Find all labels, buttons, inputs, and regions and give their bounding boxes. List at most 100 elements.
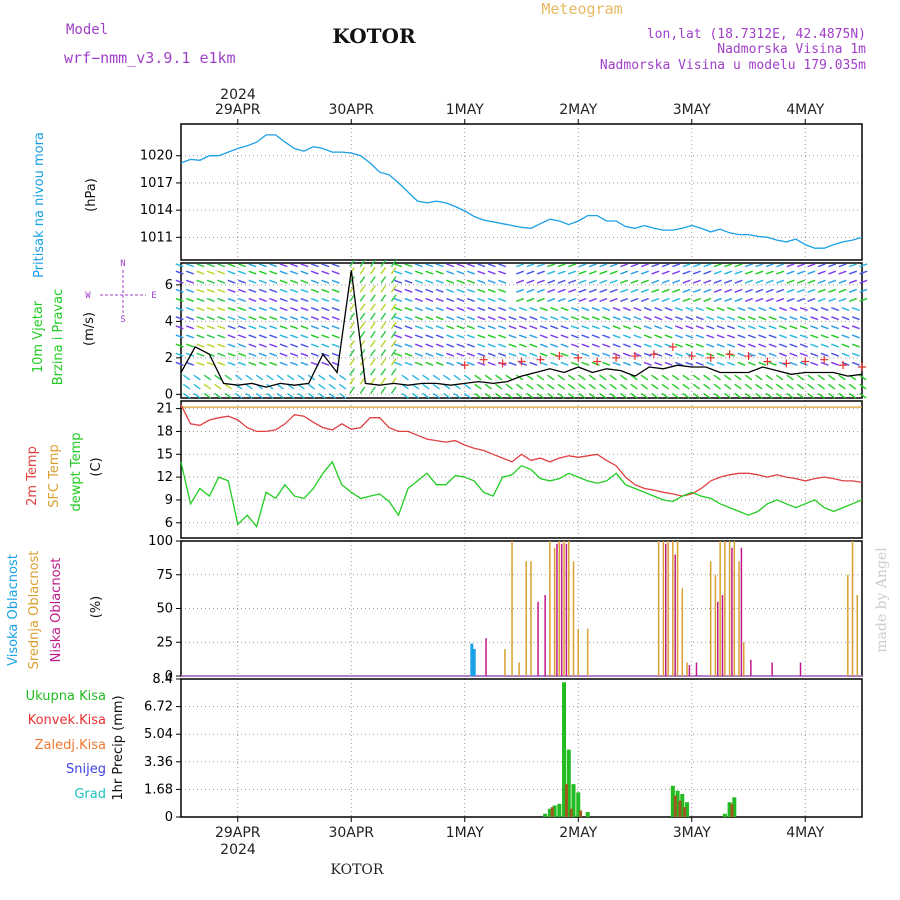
wind-arrow [810, 361, 819, 366]
wind-arrow [622, 307, 631, 312]
precip-total-bar [670, 785, 675, 817]
wind-arrow [258, 316, 267, 321]
wind-arrow [238, 334, 247, 339]
wind-arrow [817, 392, 825, 399]
wind-arrow [768, 325, 777, 330]
wind-arrow [786, 263, 795, 268]
wind-arrow [560, 325, 569, 330]
wind-arrow [682, 288, 691, 293]
wind-arrow [810, 307, 819, 312]
wind-arrow [703, 263, 712, 268]
wind-arrow [404, 325, 413, 330]
wind-arrow [568, 288, 577, 293]
wind-arrow [258, 297, 267, 302]
wind-arrow [390, 266, 397, 275]
wind-arrow [248, 263, 257, 268]
wind-arrow [765, 270, 774, 275]
wind-arrow [643, 343, 652, 348]
wind-arrow [196, 316, 205, 321]
wind-arrow [269, 316, 278, 321]
wind-arrow [550, 307, 559, 312]
wind-arrow [217, 316, 226, 321]
wind-arrow [758, 325, 767, 330]
x-bottom-label: 4MAY [786, 825, 824, 841]
wind-arrow [695, 343, 704, 348]
wind-arrow [713, 263, 722, 268]
wind-arrow [599, 392, 607, 399]
wind-arrow [734, 263, 743, 268]
precip-conv-bar [564, 784, 568, 817]
precip-total-bar [685, 802, 690, 817]
wind-arrow [602, 343, 611, 348]
wind-arrow [692, 263, 701, 268]
wind-arrow [258, 352, 267, 357]
wind-arrow [796, 279, 805, 284]
wind-arrow [321, 343, 330, 348]
wind-arrow [630, 270, 639, 275]
wind-arrow [661, 279, 670, 284]
wind-arrow [817, 279, 826, 284]
wind-arrow [175, 279, 184, 284]
wind-arrow [706, 334, 715, 339]
wind-arrow [744, 288, 753, 293]
wind-arrow [838, 263, 847, 268]
wind-arrow [474, 374, 482, 381]
wind-arrow [258, 307, 267, 312]
wind-arrow [820, 334, 829, 339]
wind-arrow [536, 288, 545, 293]
wind-arrow [828, 270, 837, 275]
wind-arrow [713, 288, 722, 293]
wind-arrow [266, 374, 274, 381]
wind-arrow [217, 352, 226, 357]
wind-arrow [547, 288, 556, 293]
wind-arrow [588, 279, 597, 284]
wind-arrow [550, 361, 559, 366]
wind-arrow [380, 276, 387, 284]
wind-arrow [370, 321, 376, 330]
wind-arrow [557, 374, 565, 381]
wind-arrow [838, 297, 847, 302]
wind-arrow [390, 276, 397, 284]
wind-arrow [727, 334, 736, 339]
wind-arrow [682, 279, 691, 284]
wind-arrow [276, 374, 284, 381]
wind-arrow [672, 263, 681, 268]
wind-arrow [217, 297, 226, 302]
compass-n: N [120, 259, 125, 269]
wind-arrow [425, 279, 434, 284]
wind-arrow [380, 266, 387, 275]
wind-arrow [456, 334, 465, 339]
wind-arrow [539, 307, 548, 312]
wind-arrow [547, 392, 555, 399]
wind-arrow [599, 297, 608, 302]
wind-arrow [290, 263, 299, 268]
wind-arrow [588, 383, 597, 390]
gust-marker [725, 350, 734, 359]
x-top-label: 1MAY [446, 102, 484, 118]
wind-arrow [248, 361, 257, 366]
wind-arrow [258, 263, 267, 268]
wind-speed-line [180, 270, 863, 388]
wind-arrow [425, 352, 434, 357]
wind-arrow [435, 325, 444, 330]
wind-arrow [321, 334, 330, 339]
wind-arrow [692, 383, 701, 390]
wind-arrow [404, 279, 413, 284]
x-top-label: 30APR [328, 102, 374, 118]
wind-arrow [186, 325, 195, 330]
wind-arrow [515, 383, 524, 390]
wind-arrow [175, 352, 184, 357]
wind-arrow [703, 374, 711, 381]
wind-arrow [331, 316, 340, 321]
wind-arrow [498, 279, 507, 284]
wind-arrow [349, 294, 355, 302]
gust-marker [612, 353, 621, 362]
wind-arrow [414, 352, 423, 357]
wind-arrow [290, 352, 299, 357]
wind-arrow [466, 288, 475, 293]
clouds-ytick-label: 0 [165, 669, 173, 684]
wind-arrow [768, 352, 777, 357]
wind-arrow [425, 307, 434, 312]
temp-ylabel-2: SFC Temp [47, 444, 62, 508]
